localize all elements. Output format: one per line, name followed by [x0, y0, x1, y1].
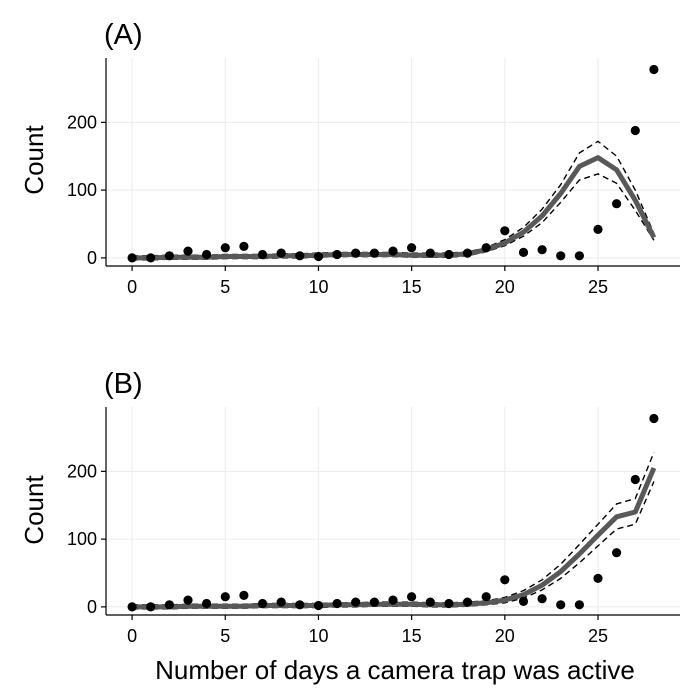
panel-b-data-point	[574, 600, 585, 610]
panel-a-y-axis-title: Count	[19, 125, 49, 195]
panel-a-data-point	[407, 243, 417, 253]
panel-b-data-point	[351, 597, 361, 607]
panel-b-fit-line	[132, 467, 657, 610]
panel-b-y-tick-label: 200	[67, 461, 97, 481]
panel-a-data-point	[239, 241, 249, 251]
panel-a-data-point	[500, 226, 510, 236]
panel-a-data-point	[257, 249, 268, 260]
panel-b-fit	[132, 467, 657, 610]
panel-b-x-tick-label: 5	[220, 626, 230, 646]
panel-a-data-point	[556, 251, 566, 261]
panel-b-data-point	[500, 575, 510, 585]
panel-b-y-tick-label: 0	[87, 597, 97, 617]
panel-a-data-point	[351, 248, 361, 258]
panel-a-data-point	[518, 247, 529, 257]
panel-b-data-point	[425, 597, 435, 607]
panel-b-ci-lower-line	[132, 481, 655, 610]
panel-b-data-point	[257, 598, 268, 609]
panel-a-data-point	[332, 249, 342, 260]
panel-a-fit-line	[132, 155, 657, 261]
panel-b-data-point	[313, 600, 324, 611]
panel-b-data-point	[220, 592, 230, 602]
panel-b-y-tick-label: 100	[67, 529, 97, 549]
panel-a-x-tick-label: 25	[588, 277, 608, 297]
panel-b-data-point	[202, 598, 212, 609]
panel-a-y-tick-label: 200	[67, 112, 97, 132]
panel-a-label: (A)	[104, 19, 143, 51]
panel-a-data-point	[462, 248, 473, 258]
panel-b-data-point	[295, 600, 305, 610]
panel-b-data-point	[183, 595, 193, 605]
panel-a-data-point	[202, 249, 212, 260]
panel-a-ci-upper-line	[132, 140, 655, 257]
panel-b-axes: 0 5 10 15 20 25 0 100 200	[67, 407, 680, 646]
panel-a-data-point	[276, 248, 286, 258]
panel-a-x-tick-label: 10	[308, 277, 328, 297]
panel-b-data-point	[462, 597, 473, 607]
panel-b-observed-points	[127, 413, 659, 612]
panel-b-grid	[106, 407, 680, 615]
panel-b-data-point	[388, 595, 398, 605]
panel-a-data-point	[369, 248, 379, 258]
panel-b-data-point	[612, 548, 622, 558]
panel-b-x-tick-label: 15	[402, 626, 422, 646]
panel-b-data-point	[276, 597, 286, 607]
panel-a-axes: 0 5 10 15 20 25 0 100 200	[67, 58, 680, 297]
panel-b-ci-upper-line	[132, 452, 655, 606]
x-axis-title: Number of days a camera trap was active	[155, 655, 635, 685]
panel-b-data-point	[164, 600, 174, 610]
panel-a-observed-points	[127, 64, 659, 263]
panel-a-data-point	[127, 253, 137, 263]
panel-a-data-point	[388, 246, 398, 256]
panel-a-x-tick-label: 20	[495, 277, 515, 297]
panel-a-y-tick-label: 100	[67, 180, 97, 200]
panel-a: (A) Count 0 5 10 15 20 25 0 100 200	[19, 19, 680, 297]
panel-b-x-tick-label: 10	[308, 626, 328, 646]
panel-b-data-point	[444, 598, 454, 609]
panel-a-data-point	[481, 243, 491, 253]
panel-a-data-point	[630, 125, 640, 136]
panel-a-data-point	[593, 224, 603, 234]
panel-b-x-tick-label: 0	[127, 626, 137, 646]
panel-a-confidence-band	[132, 140, 655, 261]
panel-a-data-point	[220, 243, 230, 253]
panel-a-data-point	[164, 251, 174, 261]
panel-b: (B) Count 0 5 10 15 20 25 0 100 200	[19, 368, 680, 646]
panel-b-data-point	[593, 573, 603, 584]
panel-b-data-point	[146, 602, 156, 612]
panel-a-x-tick-label: 15	[402, 277, 422, 297]
panel-b-data-point	[630, 474, 640, 485]
panel-b-data-point	[556, 600, 566, 610]
panel-a-data-point	[425, 248, 435, 258]
panel-a-data-point	[146, 253, 156, 263]
panel-a-data-point	[612, 199, 622, 209]
panel-a-y-tick-label: 0	[87, 248, 97, 268]
panel-a-data-point	[313, 251, 324, 262]
panel-a-data-point	[537, 245, 547, 255]
panel-a-x-tick-label: 5	[220, 277, 230, 297]
panel-b-data-point	[127, 602, 137, 612]
panel-b-data-point	[407, 592, 417, 602]
panel-b-data-point	[481, 592, 491, 602]
panel-b-data-point	[537, 594, 547, 604]
panel-b-data-point	[518, 596, 529, 607]
panel-b-x-tick-label: 20	[495, 626, 515, 646]
panel-b-label: (B)	[104, 368, 143, 400]
panel-b-y-axis-title: Count	[19, 475, 49, 545]
panel-b-data-point	[239, 590, 249, 601]
panel-b-x-tick-label: 25	[588, 626, 608, 646]
panel-a-data-point	[649, 64, 659, 75]
panel-a-x-tick-label: 0	[127, 277, 137, 297]
panel-b-data-point	[649, 413, 659, 424]
panel-b-data-point	[369, 597, 379, 607]
panel-a-data-point	[183, 246, 193, 256]
panel-a-data-point	[444, 249, 454, 260]
panel-a-data-point	[574, 251, 585, 261]
panel-a-fit	[132, 155, 657, 261]
panel-b-confidence-band	[132, 452, 655, 610]
panel-a-data-point	[295, 251, 305, 261]
panel-b-data-point	[332, 598, 342, 609]
